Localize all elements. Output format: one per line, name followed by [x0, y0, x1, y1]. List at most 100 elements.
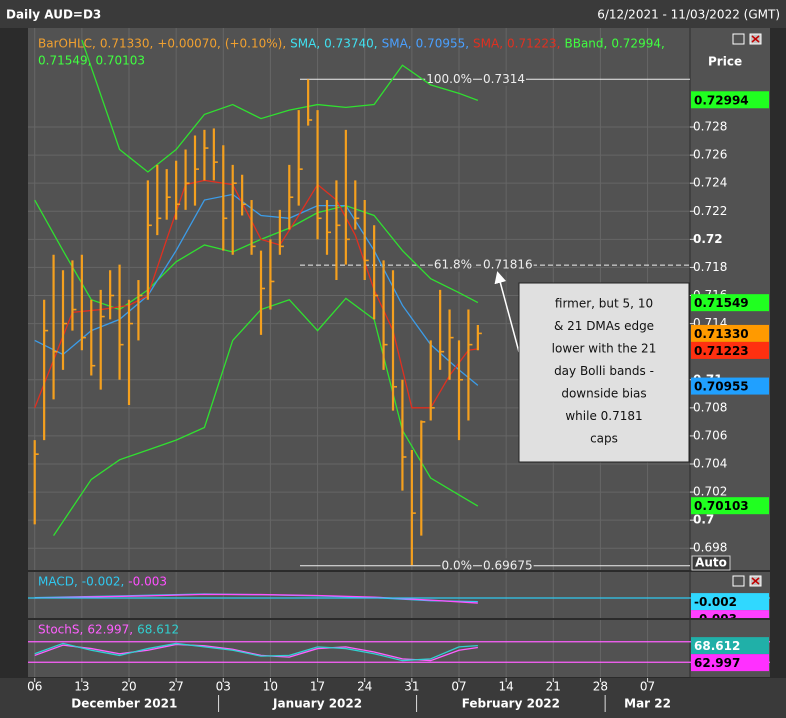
x-tick-label: 07 [640, 680, 655, 694]
fib-name: 100.0% [426, 72, 472, 86]
window-icons [732, 33, 762, 587]
y-tick-label: 0.726 [693, 148, 727, 162]
annotation-line: caps [590, 432, 618, 446]
fib-label-bg [482, 71, 526, 86]
price-tag [691, 593, 769, 611]
month-label: February 2022 [462, 697, 560, 711]
y-tick-label: 0.706 [693, 428, 727, 442]
x-tick-label: 20 [121, 680, 136, 694]
x-tick-label: 24 [357, 680, 372, 694]
fib-value: 0.71816 [483, 258, 533, 272]
price-tag-label: -0.002 [694, 595, 737, 609]
x-tick-label: 10 [263, 680, 278, 694]
fib-label-bg [425, 71, 473, 86]
legend-item: +0.00070, [157, 37, 221, 51]
annotation-line: day Bolli bands - [554, 364, 654, 378]
indicator-plot [34, 642, 478, 662]
legend-item: 62.997, [87, 623, 133, 637]
legend-item: 0.71549, [38, 54, 91, 68]
y-tick-label: 0.698 [693, 541, 727, 555]
indicator-line [34, 642, 478, 662]
fib-value: 0.69675 [483, 558, 533, 572]
price-tag-label: 62.997 [694, 656, 740, 670]
annotation-line: & 21 DMAs edge [554, 319, 654, 333]
x-tick-label: 28 [593, 680, 608, 694]
price-tag-label: 0.70955 [694, 380, 749, 394]
legend-item: 68.612 [137, 623, 179, 637]
y-tick-label: 0.702 [693, 485, 727, 499]
price-tag [691, 91, 769, 109]
price-tag [691, 637, 769, 655]
indicator-plot [34, 593, 478, 604]
legend-item: StochS, [38, 623, 83, 637]
price-tag [691, 610, 769, 618]
legend-item: MACD, [38, 575, 78, 589]
y-tick-label: 0.708 [693, 400, 727, 414]
price-tag-label: 0.71330 [694, 327, 749, 341]
annotation-line: downside bias [561, 387, 646, 401]
x-tick-label: 03 [216, 680, 231, 694]
x-tick-label: 17 [310, 680, 325, 694]
fib-label-bg [432, 257, 473, 272]
price-tag-label: 0.70103 [694, 499, 749, 513]
price-tags: 0.72994 0.71549 0.71330 0.71223 0.70955 0.701… [691, 91, 769, 515]
legend-item: 0.73740, [324, 37, 377, 51]
indicator-line [81, 39, 479, 173]
fib-label-bg [440, 558, 473, 570]
fib-name: 61.8% [434, 258, 472, 272]
auto-button[interactable] [691, 555, 731, 571]
fib-label-bg [482, 558, 534, 570]
restore-icon[interactable] [732, 575, 745, 587]
legend-item: -0.002, [82, 575, 125, 589]
auto-button-label[interactable]: Auto [695, 556, 727, 570]
legend-item: (+0.10%), [225, 37, 286, 51]
annotation-arrow [494, 271, 520, 353]
y-tick-label: 0.722 [693, 204, 727, 218]
price-tag [691, 377, 769, 395]
close-x [751, 35, 760, 43]
month-label: December 2021 [71, 697, 177, 711]
price-tag [691, 294, 769, 312]
y-tick-label: 0.718 [693, 260, 727, 274]
fib-label-bg [482, 257, 534, 272]
price-tag-label: 0.72994 [694, 93, 749, 107]
x-tick-label: 21 [546, 680, 561, 694]
annotation-line: firmer, but 5, 10 [555, 297, 653, 311]
legend-item: 0.70955, [416, 37, 469, 51]
y-tick-label: 0.704 [693, 456, 727, 470]
y-tick-label: 0.728 [693, 120, 727, 134]
month-label: Mar 22 [624, 697, 671, 711]
restore-icon[interactable] [732, 33, 745, 45]
legend-item: SMA, [290, 37, 320, 51]
header-bar [0, 0, 786, 28]
date-axis-bar [0, 678, 786, 718]
month-label: January 2022 [272, 697, 362, 711]
fib-value: 0.7314 [483, 72, 525, 86]
annotation-line: while 0.7181 [565, 409, 642, 423]
price-tags: 68.612 62.997 [691, 637, 769, 672]
header-title: Daily AUD=D3 [6, 8, 101, 22]
x-tick-label: 07 [451, 680, 466, 694]
price-tag-label: 68.612 [694, 639, 740, 653]
main-plot: 100.0% 0.7314 61.8% 0.71816 0.0% 0.69675 [33, 39, 690, 572]
legend-item: BBand, [564, 37, 607, 51]
y-tick-label: 0.724 [693, 176, 727, 190]
y-tick-label: 0.72 [693, 232, 723, 246]
legend-item: 0.71330, [100, 37, 153, 51]
price-tag-label: 0.71549 [694, 296, 749, 310]
price-tag-label: 0.71223 [694, 344, 749, 358]
close-x [751, 577, 760, 585]
layers: 0.7280.7260.7240.7220.720.7180.7160.7140… [27, 28, 770, 712]
price-tag-label: -0.003 [694, 612, 737, 626]
price-tag [691, 324, 769, 342]
y-tick-label: 0.7 [693, 513, 714, 527]
indicator-line [34, 193, 479, 386]
price-tag [691, 654, 769, 672]
legend-item: -0.003 [128, 575, 167, 589]
legend-item: 0.72994, [611, 37, 664, 51]
legend-item: 0.70103 [95, 54, 145, 68]
header-range: 6/12/2021 - 11/03/2022 (GMT) [597, 8, 780, 22]
price-label: Price [708, 55, 742, 69]
annotation-line: lower with the 21 [552, 342, 657, 356]
